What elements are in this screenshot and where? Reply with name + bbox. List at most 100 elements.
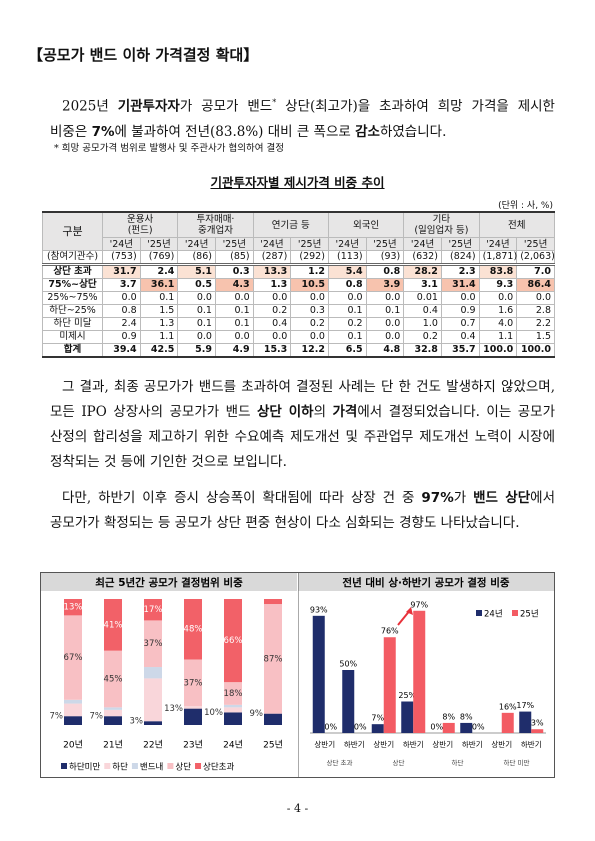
paragraph: 그 결과, 최종 공모가가 밴드를 초과하여 결정된 사례는 단 한 건도 발생… — [50, 375, 555, 475]
x-tick-label: 하반기 — [462, 739, 483, 749]
table-cell: 연기금 등 — [252, 211, 329, 238]
text: 상단(최고가)을 초과하여 희망 가격을 제시한 비중은 — [50, 98, 555, 140]
table-cell: 15.3 — [252, 343, 292, 358]
table-cell: 1.2 — [290, 264, 329, 279]
group-label: 상단 — [393, 758, 405, 767]
table-row: 합계 39.4 42.5 5.9 4.9 15.3 12.2 6.5 4.8 32.8 35.7 10… — [42, 343, 555, 358]
table-cell: '24년 — [478, 237, 518, 251]
table-row: 상단 초과 31.7 2.4 5.1 0.3 13.3 1.2 5.4 0.8 28.2 2.3 83… — [42, 264, 555, 279]
table-cell: 0.2 — [290, 317, 329, 331]
text: 감소 — [355, 123, 380, 140]
table-cell: 4.0 — [478, 317, 518, 331]
text: 그 결과, 최종 공모가가 밴드를 초과하여 결정된 사례는 단 한 건도 발생… — [50, 379, 555, 420]
paragraph: 다만, 하반기 이후 증시 상승폭이 확대됨에 따라 상장 건 중 97%가 밴… — [50, 486, 555, 536]
table-cell: 1.6 — [478, 304, 518, 318]
table-cell: 2.3 — [440, 264, 480, 279]
text: 7% — [91, 123, 115, 140]
table-cell: 0.2 — [252, 304, 292, 318]
bar-segment — [144, 620, 162, 668]
table-cell: 13.3 — [252, 264, 292, 279]
text: 가 공모가 밴드 — [179, 98, 273, 115]
legend-swatch — [476, 610, 482, 616]
bar-segment — [144, 667, 162, 679]
table-cell: 4.3 — [214, 278, 254, 292]
table-cell: 0.0 — [214, 291, 254, 305]
text: 97% — [421, 490, 454, 506]
table-cell: 0.0 — [365, 317, 405, 331]
table-cell: 35.7 — [440, 343, 480, 358]
bar-segment — [104, 650, 122, 708]
table-cell: '24년 — [177, 237, 216, 251]
table-cell: (86) — [177, 250, 216, 266]
text: 다만, 하반기 이후 증시 상승폭이 확대됨에 따라 상장 건 중 — [62, 490, 422, 506]
table-cell: 0.0 — [252, 291, 292, 305]
chart-title: 전년 대비 상·하반기 공모가 결정 비중 — [342, 576, 510, 589]
table-cell: 0.1 — [139, 291, 179, 305]
table-cell: 0.0 — [365, 291, 405, 305]
table-cell: 5.4 — [327, 264, 367, 279]
text: 가격 — [332, 404, 358, 420]
bar-segment — [64, 703, 82, 717]
text: 에서 결정되었습니다. 이는 공모가 산정의 합리성을 제고하기 위한 수요예측… — [50, 404, 556, 470]
table-cell: '24년 — [252, 237, 292, 251]
legend-swatch — [104, 763, 111, 769]
table-cell: 0.0 — [478, 291, 518, 305]
table-cell: 31.7 — [102, 264, 141, 279]
x-tick-label: 23년 — [183, 740, 203, 751]
x-tick-label: 상반기 — [314, 739, 335, 749]
bar-segment — [224, 707, 242, 713]
table-cell: 0.3 — [290, 304, 329, 318]
legend-label: 25년 — [520, 609, 539, 620]
table-row: (참여기관수) (753) (769) (86) (85) (287) (292) (113)… — [42, 250, 555, 266]
x-tick-label: 25년 — [263, 740, 283, 751]
table-cell: 7.0 — [516, 264, 555, 279]
table-cell: 2.4 — [102, 317, 141, 331]
value-label: 48% — [184, 625, 203, 635]
table-cell: 0.1 — [327, 330, 367, 344]
bar — [460, 722, 473, 733]
table-cell: 3.7 — [102, 278, 141, 292]
value-label: 0% — [430, 723, 443, 732]
table-cell: 2.2 — [516, 317, 555, 331]
title-bar — [41, 573, 297, 591]
table-cell: 미제시 — [42, 330, 103, 344]
table-row: 75%~상단 3.7 36.1 0.5 4.3 1.3 10.5 0.8 3.9 3.1 31.4 9… — [42, 278, 555, 292]
table-cell: 3.1 — [403, 278, 442, 292]
table-cell: 0.8 — [102, 304, 141, 318]
table-cell: 운용사 (펀드) — [101, 211, 179, 238]
text: 에서 공모가가 확정되는 등 공모가 상단 편중 현상이 다소 심화되는 경향도… — [50, 490, 555, 531]
group-label: 상단 초과 — [327, 758, 353, 767]
table-cell: 39.4 — [102, 343, 141, 358]
bar-segment — [104, 709, 122, 717]
table-cell: 구분 — [42, 211, 103, 251]
legend-swatch — [131, 763, 138, 769]
legend-swatch — [512, 610, 518, 616]
table-cell: 0.1 — [327, 304, 367, 318]
table-cell: 전체 — [478, 211, 556, 238]
table-cell: '25년 — [139, 237, 179, 251]
table: 구분 운용사 (펀드) 투자매매· 중개업자 연기금 등 외국인 기타 (일임업자 등) 전… — [42, 211, 556, 358]
table-cell: '25년 — [290, 237, 329, 251]
table-cell: 36.1 — [139, 278, 179, 292]
group-label: 하단 — [452, 758, 464, 767]
value-label: 37% — [184, 678, 203, 688]
value-label: 7% — [50, 712, 64, 722]
bar — [531, 729, 544, 733]
table-cell: 1.1 — [478, 330, 518, 344]
value-label: 10% — [204, 708, 223, 718]
table-cell: 0.0 — [177, 330, 216, 344]
table-cell: 0.1 — [177, 304, 216, 318]
bar-segment — [64, 615, 82, 700]
value-label: 13% — [64, 603, 83, 613]
value-label: 17% — [144, 605, 163, 615]
value-label: 3% — [130, 717, 144, 727]
value-label: 25% — [398, 691, 416, 700]
legend-label: 상단초과 — [203, 762, 234, 773]
table-cell: 0.9 — [440, 304, 480, 318]
table-row: 25%~75% 0.0 0.1 0.0 0.0 0.0 0.0 0.0 0.0 0.01 0.0 0.… — [42, 291, 555, 305]
value-label: 0% — [472, 723, 485, 732]
value-label: 0% — [324, 723, 337, 732]
table-cell: 상단 초과 — [42, 264, 103, 279]
bar-segment — [104, 716, 122, 725]
table-cell: 1.5 — [516, 330, 555, 344]
